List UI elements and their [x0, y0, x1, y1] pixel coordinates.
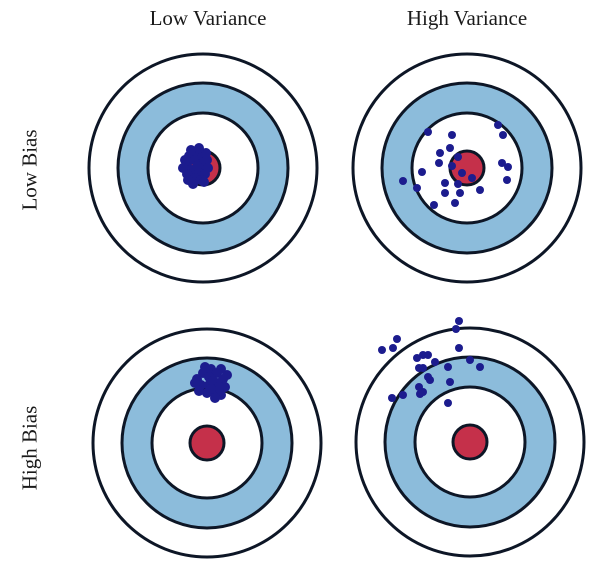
prediction-dot: [426, 376, 434, 384]
prediction-dot: [393, 335, 401, 343]
prediction-dot: [214, 382, 224, 392]
target-bullseye: [451, 423, 489, 461]
prediction-dot: [399, 391, 407, 399]
column-header-high-variance: High Variance: [406, 6, 528, 30]
prediction-dot: [431, 358, 439, 366]
prediction-dot: [192, 161, 202, 171]
prediction-dot: [201, 148, 211, 158]
prediction-dot: [454, 180, 462, 188]
prediction-dot: [452, 325, 460, 333]
prediction-dot: [180, 155, 190, 165]
prediction-dots: [178, 143, 213, 189]
prediction-dot: [455, 317, 463, 325]
prediction-dot: [446, 144, 454, 152]
prediction-dot: [455, 344, 463, 352]
prediction-dot: [210, 393, 220, 403]
prediction-dot: [418, 168, 426, 176]
target-high-bias-high-variance: [354, 317, 586, 558]
column-header-low-variance: Low Variance: [149, 6, 267, 30]
prediction-dots: [190, 362, 232, 403]
prediction-dot: [494, 121, 502, 129]
prediction-dot: [190, 378, 200, 388]
prediction-dot: [186, 145, 196, 155]
prediction-dot: [448, 162, 456, 170]
prediction-dot: [199, 177, 209, 187]
prediction-dot: [441, 189, 449, 197]
prediction-dot: [378, 346, 386, 354]
prediction-dot: [499, 131, 507, 139]
prediction-dot: [466, 356, 474, 364]
prediction-dot: [389, 344, 397, 352]
prediction-dot: [430, 201, 438, 209]
prediction-dot: [503, 176, 511, 184]
prediction-dot: [388, 394, 396, 402]
prediction-dot: [194, 143, 204, 153]
prediction-dot: [203, 163, 213, 173]
prediction-dot: [448, 131, 456, 139]
prediction-dot: [456, 189, 464, 197]
prediction-dot: [444, 399, 452, 407]
prediction-dot: [183, 175, 193, 185]
prediction-dot: [419, 364, 427, 372]
prediction-dot: [416, 390, 424, 398]
prediction-dot: [435, 159, 443, 167]
prediction-dot: [476, 363, 484, 371]
prediction-dot: [446, 378, 454, 386]
prediction-dot: [498, 159, 506, 167]
target-high-bias-low-variance: [91, 327, 323, 559]
prediction-dot: [424, 351, 432, 359]
prediction-dot: [413, 184, 421, 192]
prediction-dot: [216, 364, 226, 374]
prediction-dot: [476, 186, 484, 194]
prediction-dot: [451, 199, 459, 207]
prediction-dot: [454, 153, 462, 161]
prediction-dot: [468, 174, 476, 182]
prediction-dot: [441, 179, 449, 187]
prediction-dot: [399, 177, 407, 185]
prediction-dot: [436, 149, 444, 157]
prediction-dots: [399, 121, 512, 209]
prediction-dot: [504, 163, 512, 171]
prediction-dot: [424, 128, 432, 136]
prediction-dot: [413, 354, 421, 362]
prediction-dots: [378, 317, 484, 407]
prediction-dot: [206, 384, 216, 394]
prediction-dot: [194, 386, 204, 396]
prediction-dot: [458, 169, 466, 177]
target-low-bias-low-variance: [87, 52, 319, 284]
target-low-bias-high-variance: [351, 52, 583, 284]
prediction-dot: [200, 362, 210, 372]
prediction-dot: [444, 363, 452, 371]
target-bullseye: [188, 424, 226, 462]
prediction-dot: [178, 163, 188, 173]
